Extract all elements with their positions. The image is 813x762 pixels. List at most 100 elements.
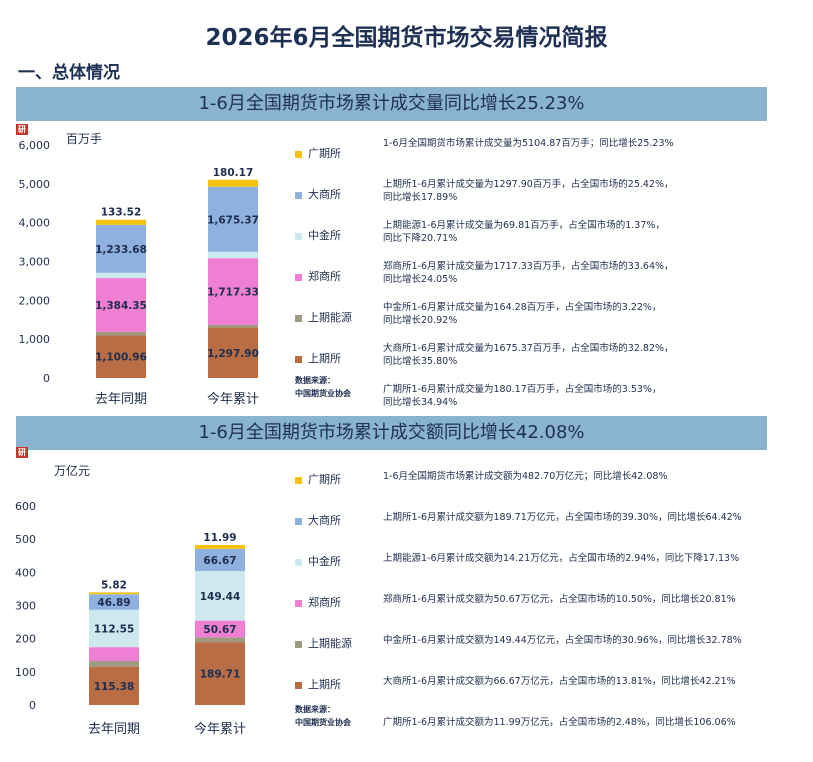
y-axis-unit-volume: 百万手 bbox=[66, 132, 103, 146]
legend-item: 郑商所 bbox=[295, 594, 341, 609]
data-label: 11.99 bbox=[203, 532, 236, 544]
volume-stacked-bar-chart: 01,0002,0003,0004,0005,0006,0001,100.968… bbox=[19, 139, 260, 407]
data-label: 46.89 bbox=[97, 597, 130, 609]
note-text: 大商所1-6月累计成交量为1675.37百万手，占全国市场的32.82%， 同比增… bbox=[383, 342, 783, 368]
note-line: 广期所1-6月累计成交额为11.99万亿元，占全国市场的2.48%，同比增长10… bbox=[383, 717, 736, 728]
legend-swatch bbox=[295, 273, 302, 281]
note-line: 广期所1-6月累计成交量为180.17百万手，占全国市场的3.53%， bbox=[383, 384, 662, 395]
y-tick-label: 400 bbox=[15, 566, 36, 579]
data-label: 1,717.33 bbox=[207, 287, 259, 299]
bar-segment bbox=[96, 331, 146, 336]
y-tick-label: 300 bbox=[15, 600, 36, 613]
y-tick-label: 5,000 bbox=[19, 178, 51, 191]
legend-item: 上期能源 bbox=[295, 309, 352, 324]
legend-label: 上期所 bbox=[308, 352, 341, 365]
bar-segment bbox=[96, 335, 146, 378]
legend-swatch bbox=[295, 640, 302, 648]
bar-segment bbox=[208, 251, 258, 259]
bar-segment bbox=[195, 637, 245, 643]
note-line: 同比增长17.89% bbox=[383, 192, 458, 203]
note-line: 上期能源1-6月累计成交额为14.21万亿元，占全国市场的2.94%，同比下降1… bbox=[383, 553, 740, 564]
legend-swatch bbox=[295, 476, 302, 484]
bar-segment bbox=[208, 324, 258, 328]
source-label: 数据来源： bbox=[295, 376, 335, 385]
note-text: 广期所1-6月累计成交额为11.99万亿元，占全国市场的2.48%，同比增长10… bbox=[383, 716, 783, 729]
source-name: 中国期货业协会 bbox=[295, 718, 351, 727]
legend-swatch bbox=[295, 681, 302, 689]
data-label: 1,233.68 bbox=[95, 244, 147, 256]
note-line: 同比增长34.94% bbox=[383, 397, 458, 408]
note-text: 中金所1-6月累计成交额为149.44万亿元，占全国市场的30.96%，同比增长… bbox=[383, 634, 783, 647]
note-line: 1-6月全国期货市场累计成交量为5104.87百万手；同比增长25.23% bbox=[383, 138, 674, 149]
report-title: 2026年6月全国期货市场交易情况简报 bbox=[205, 25, 608, 51]
chart-title-turnover: 1-6月全国期货市场累计成交额同比增长42.08% bbox=[16, 416, 767, 450]
bar-segment bbox=[208, 186, 258, 252]
note-line: 郑商所1-6月累计成交量为1717.33百万手，占全国市场的33.64%， bbox=[383, 261, 674, 272]
legend-label: 郑商所 bbox=[308, 270, 341, 283]
legend-label: 上期能源 bbox=[308, 311, 352, 324]
data-label: 1,100.96 bbox=[95, 352, 147, 364]
note-text: 中金所1-6月累计成交量为164.28百万手，占全国市场的3.22%， 同比增长2… bbox=[383, 301, 783, 327]
legend-swatch bbox=[295, 314, 302, 322]
logo-badge-icon: 研 bbox=[16, 447, 28, 458]
bar-segment bbox=[89, 592, 139, 595]
note-line: 郑商所1-6月累计成交额为50.67万亿元，占全国市场的10.50%，同比增长2… bbox=[383, 594, 736, 605]
x-category-label: 去年同期 bbox=[88, 722, 140, 737]
y-tick-label: 0 bbox=[29, 699, 36, 712]
data-label: 149.44 bbox=[200, 591, 241, 603]
note-text: 上期能源1-6月累计成交额为14.21万亿元，占全国市场的2.94%，同比下降1… bbox=[383, 552, 783, 565]
bar-segment bbox=[89, 594, 139, 610]
data-label: 180.17 bbox=[213, 167, 254, 179]
legend-label: 大商所 bbox=[308, 514, 341, 527]
note-line: 同比下降20.71% bbox=[383, 233, 458, 244]
bar-segment bbox=[195, 544, 245, 549]
data-label: 50.67 bbox=[203, 624, 236, 636]
legend-item: 中金所 bbox=[295, 227, 341, 242]
data-label: 112.55 bbox=[94, 623, 135, 635]
bar-segment bbox=[208, 327, 258, 378]
note-line: 大商所1-6月累计成交额为66.67万亿元，占全国市场的13.81%，同比增长4… bbox=[383, 676, 736, 687]
bar-segment bbox=[195, 642, 245, 705]
y-tick-label: 3,000 bbox=[19, 256, 51, 269]
y-axis-unit-turnover: 万亿元 bbox=[54, 464, 91, 478]
legend-label: 上期所 bbox=[308, 678, 341, 691]
bar-segment bbox=[89, 661, 139, 667]
legend-item: 大商所 bbox=[295, 512, 341, 527]
legend-label: 上期能源 bbox=[308, 637, 352, 650]
data-source-turnover: 数据来源： 中国期货业协会 bbox=[295, 703, 351, 729]
volume-legend: 广期所大商所中金所郑商所上期能源上期所 bbox=[295, 135, 380, 375]
note-line: 同比增长20.92% bbox=[383, 315, 458, 326]
y-tick-label: 500 bbox=[15, 533, 36, 546]
note-line: 大商所1-6月累计成交量为1675.37百万手，占全国市场的32.82%， bbox=[383, 343, 674, 354]
note-text: 广期所1-6月累计成交量为180.17百万手，占全国市场的3.53%， 同比增长3… bbox=[383, 383, 783, 409]
bar-segment bbox=[89, 647, 139, 662]
y-tick-label: 6,000 bbox=[19, 139, 51, 152]
note-line: 上期能源1-6月累计成交量为69.81百万手，占全国市场的1.37%， bbox=[383, 220, 665, 231]
note-line: 同比增长35.80% bbox=[383, 356, 458, 367]
legend-swatch bbox=[295, 191, 302, 199]
legend-label: 大商所 bbox=[308, 188, 341, 201]
note-line: 同比增长24.05% bbox=[383, 274, 458, 285]
logo-badge-icon: 研 bbox=[16, 124, 28, 135]
legend-item: 广期所 bbox=[295, 471, 341, 486]
data-label: 5.82 bbox=[101, 579, 127, 591]
bar-segment bbox=[208, 258, 258, 325]
bar-segment bbox=[89, 666, 139, 705]
note-line: 中金所1-6月累计成交额为149.44万亿元，占全国市场的30.96%，同比增长… bbox=[383, 635, 742, 646]
bar-segment bbox=[208, 179, 258, 187]
y-tick-label: 1,000 bbox=[19, 333, 51, 346]
note-text: 郑商所1-6月累计成交额为50.67万亿元，占全国市场的10.50%，同比增长2… bbox=[383, 593, 783, 606]
x-category-label: 去年同期 bbox=[95, 392, 147, 407]
turnover-stacked-bar-chart: 0100200300400500600115.3817.1541.94112.5… bbox=[15, 500, 246, 737]
bar-segment bbox=[195, 548, 245, 571]
legend-item: 广期所 bbox=[295, 145, 341, 160]
data-label: 1,297.90 bbox=[207, 348, 259, 360]
note-text: 郑商所1-6月累计成交量为1717.33百万手，占全国市场的33.64%， 同比增… bbox=[383, 260, 783, 286]
note-line: 上期所1-6月累计成交额为189.71万亿元，占全国市场的39.30%，同比增长… bbox=[383, 512, 742, 523]
source-name: 中国期货业协会 bbox=[295, 389, 351, 398]
y-tick-label: 2,000 bbox=[19, 294, 51, 307]
bar-segment bbox=[89, 609, 139, 648]
note-text: 大商所1-6月累计成交额为66.67万亿元，占全国市场的13.81%，同比增长4… bbox=[383, 675, 783, 688]
y-tick-label: 0 bbox=[43, 372, 50, 385]
source-label: 数据来源： bbox=[295, 705, 335, 714]
